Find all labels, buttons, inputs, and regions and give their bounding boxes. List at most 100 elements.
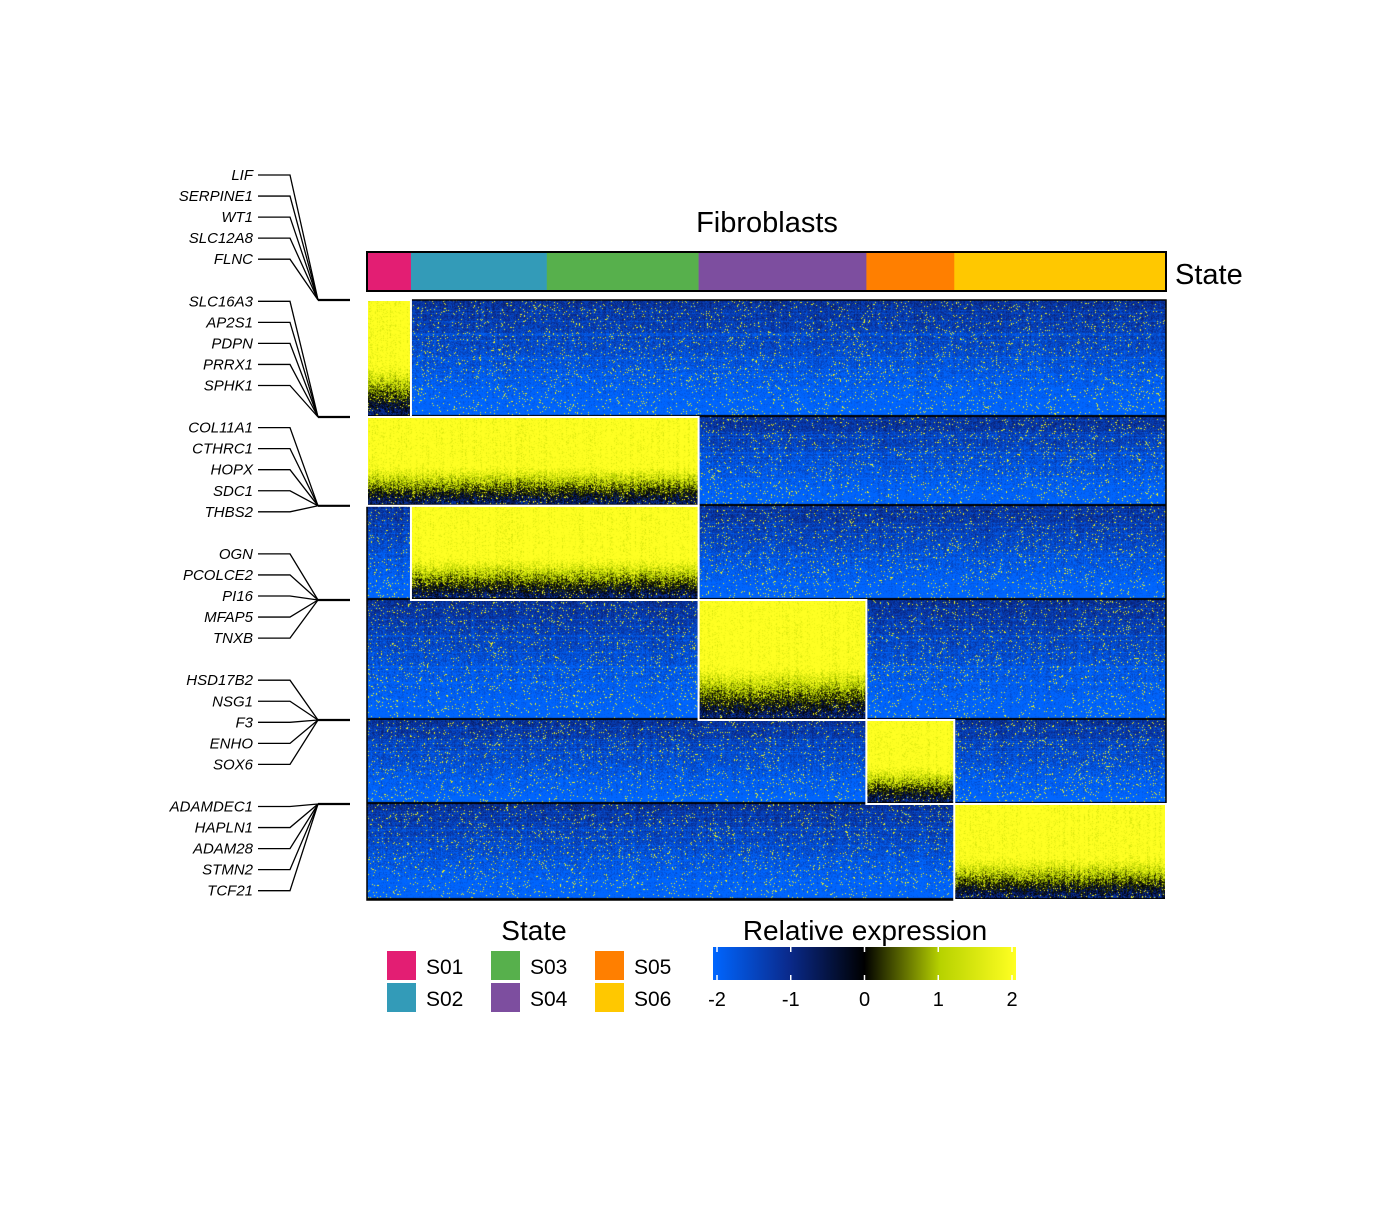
- gene-connector: [258, 195, 319, 301]
- gene-labels: LIF SERPINE1 WT1 SLC12A8 FLNC SLC16A3 AP2S1 PDP…: [169, 167, 350, 900]
- gene-connector: [258, 300, 319, 418]
- gene-connector: [258, 342, 319, 418]
- gene-label: THBS2: [205, 504, 254, 521]
- gene-group-s04: OGN PCOLCE2 PI16 MFAP5 TNXB: [183, 546, 350, 647]
- gene-label: TNXB: [213, 630, 253, 647]
- state-legend-swatch: [491, 951, 520, 980]
- gene-connector: [258, 447, 319, 507]
- gene-connector: [258, 803, 319, 829]
- gene-label: F3: [235, 714, 253, 731]
- state-legend: State S01 S02 S03 S04 S05 S06: [387, 915, 671, 1012]
- expression-legend-title: Relative expression: [743, 915, 987, 946]
- gene-label: PCOLCE2: [183, 567, 254, 584]
- module-block-s03: [409, 504, 700, 601]
- state-legend-swatch: [595, 951, 624, 980]
- gene-connector: [258, 321, 319, 418]
- gene-group-s03: COL11A1 CTHRC1 HOPX SDC1 THBS2: [188, 420, 350, 521]
- colorbar-tick-label: 1: [933, 989, 944, 1011]
- gene-label: SLC16A3: [189, 293, 254, 310]
- gene-connector: [258, 803, 319, 808]
- gene-connector: [258, 803, 319, 871]
- gene-group-s01: LIF SERPINE1 WT1 SLC12A8 FLNC: [179, 167, 350, 302]
- gene-connector: [258, 426, 319, 507]
- expression-legend: Relative expression -2 -1 0 1 2: [708, 915, 1017, 1011]
- gene-connector: [258, 595, 319, 601]
- gene-label: COL11A1: [188, 420, 253, 437]
- gene-connector: [258, 803, 319, 892]
- gene-connector: [258, 505, 319, 513]
- state-legend-swatch: [387, 951, 416, 980]
- gene-label: FLNC: [214, 251, 253, 268]
- gene-connector: [258, 237, 319, 301]
- chart-title: Fibroblasts: [696, 207, 838, 239]
- gene-connector: [258, 719, 319, 766]
- state-annotation-s03: [546, 252, 699, 291]
- state-annotation-s02: [410, 252, 548, 291]
- state-legend-swatch: [387, 983, 416, 1012]
- state-annotation-s06: [954, 252, 1167, 291]
- gene-group-s02: SLC16A3 AP2S1 PDPN PRRX1 SPHK1: [189, 293, 350, 419]
- state-legend-label: S05: [634, 956, 671, 979]
- state-legend-label: S01: [426, 956, 463, 979]
- gene-label: ADAM28: [192, 841, 254, 858]
- gene-label: AP2S1: [205, 314, 253, 331]
- gene-connector: [258, 574, 319, 601]
- gene-label: HOPX: [210, 462, 254, 479]
- gene-connector: [258, 384, 319, 418]
- gene-label: SDC1: [213, 483, 253, 500]
- gene-label: LIF: [231, 167, 254, 184]
- state-legend-item-s02: S02: [387, 983, 463, 1012]
- gene-connector: [258, 469, 319, 507]
- state-legend-swatch: [491, 983, 520, 1012]
- gene-connector: [258, 700, 319, 721]
- gene-connector: [258, 174, 319, 301]
- gene-connector: [258, 599, 319, 618]
- gene-group-s06: ADAMDEC1 HAPLN1 ADAM28 STMN2 TCF21: [169, 799, 350, 900]
- state-annotation-border: [366, 251, 1167, 292]
- state-legend-label: S03: [530, 956, 567, 979]
- gene-label: SERPINE1: [179, 188, 253, 205]
- gene-label: PI16: [222, 588, 254, 605]
- gene-label: HAPLN1: [195, 820, 253, 837]
- state-annotation-bar: [366, 251, 1167, 292]
- module-block-outlines: [366, 299, 1168, 901]
- state-legend-title: State: [501, 915, 566, 946]
- colorbar-tick-label: 2: [1006, 989, 1017, 1011]
- module-block-s04: [697, 599, 868, 721]
- state-legend-label: S04: [530, 988, 568, 1011]
- state-legend-item-s04: S04: [491, 983, 568, 1012]
- gene-label: SOX6: [213, 756, 254, 773]
- state-legend-item-s03: S03: [491, 951, 567, 980]
- gene-label: TCF21: [207, 883, 253, 900]
- gene-label: PRRX1: [203, 356, 253, 373]
- gene-connector: [258, 803, 319, 850]
- module-block-s06: [953, 803, 1168, 901]
- colorbar-tick-label: 0: [859, 989, 870, 1011]
- gene-connector: [258, 258, 319, 301]
- gene-connector: [258, 363, 319, 418]
- gene-connector: [258, 719, 319, 744]
- gene-connector: [258, 679, 319, 721]
- gene-label: OGN: [219, 546, 253, 563]
- state-legend-item-s06: S06: [595, 983, 671, 1012]
- expression-colorbar: [713, 947, 1016, 980]
- gene-label: HSD17B2: [186, 672, 253, 689]
- gene-label: PDPN: [211, 335, 253, 352]
- gene-label: STMN2: [202, 862, 253, 879]
- gene-connector: [258, 553, 319, 601]
- gene-connector: [258, 599, 319, 639]
- colorbar-tick-label: -1: [782, 989, 800, 1011]
- gene-label: NSG1: [212, 693, 253, 710]
- state-legend-swatch: [595, 983, 624, 1012]
- heatmap-border: [366, 299, 1167, 901]
- gene-connector: [258, 719, 319, 723]
- state-annotation-s05: [866, 252, 955, 291]
- state-legend-label: S02: [426, 988, 463, 1011]
- gene-label: CTHRC1: [192, 441, 253, 458]
- gene-label: MFAP5: [204, 609, 254, 626]
- module-block-s05: [865, 719, 956, 805]
- state-annotation-s04: [698, 252, 867, 291]
- gene-label: WT1: [221, 209, 253, 226]
